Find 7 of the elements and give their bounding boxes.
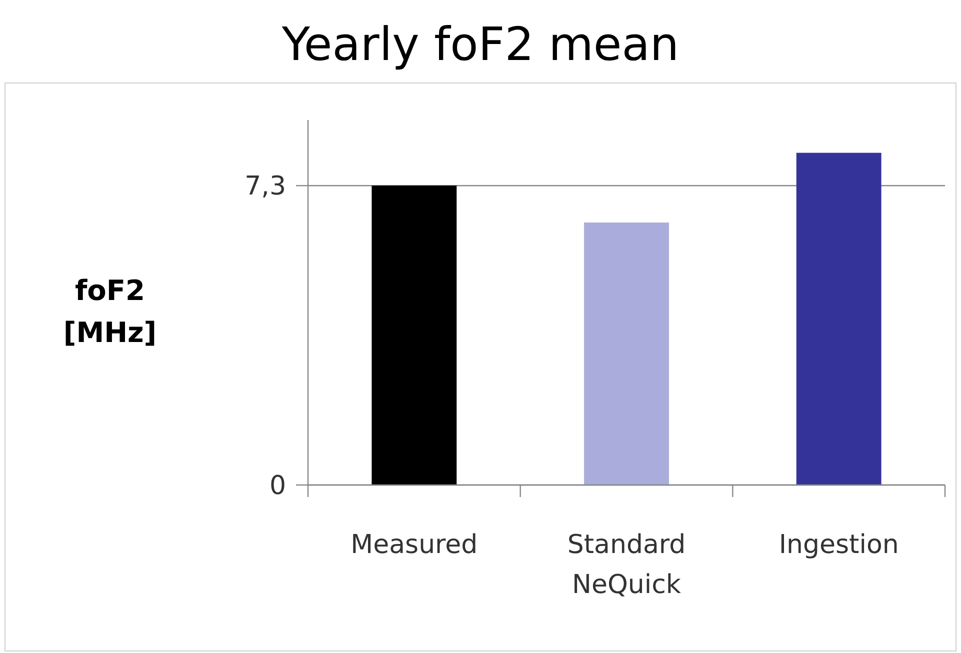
y-tick-label: 0 — [269, 471, 286, 502]
y-tick-label: 7,3 — [244, 172, 286, 202]
x-tick-label: Measured — [350, 530, 478, 560]
x-tick-label: Standard NeQuick — [567, 530, 686, 600]
y-axis-title: foF2 [MHz] — [63, 274, 157, 349]
x-tick-label: Ingestion — [778, 530, 899, 560]
chart-title: Yearly foF2 mean — [280, 17, 680, 71]
